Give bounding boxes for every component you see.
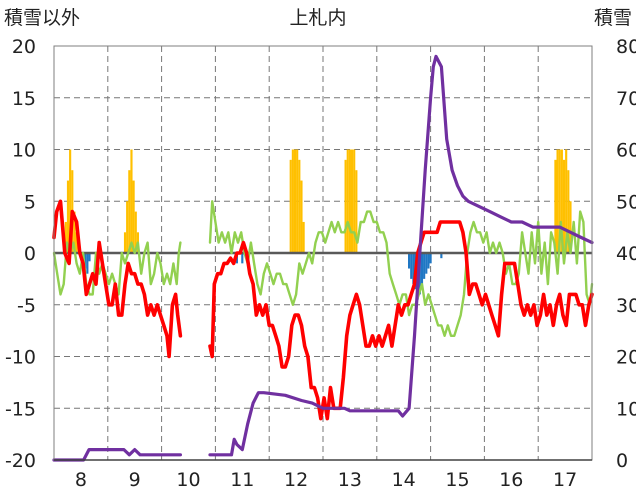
y-tick-label: 20 (12, 36, 36, 58)
red-series-line (52, 199, 183, 359)
negative-bar (410, 253, 413, 279)
x-tick-label: 10 (176, 469, 200, 491)
chart-title: 上札内 (289, 7, 346, 29)
x-tick-label: 9 (129, 469, 141, 491)
y-tick-label: -5 (17, 295, 36, 317)
negative-bar (420, 253, 424, 285)
tick-labels: -20 -15 -10 -5 0 5 10 15 20 0 10 20 30 40 50 60 70 80 8 9 10… (5, 36, 636, 491)
precip-bar (289, 159, 292, 253)
negative-bar (241, 253, 244, 264)
purple-series-line (52, 448, 182, 462)
precip-bar (134, 211, 137, 253)
negative-bar (88, 253, 91, 262)
negative-bar (427, 253, 430, 269)
x-tick-label: 11 (230, 469, 254, 491)
precip-bar (296, 149, 299, 253)
precip-bar (298, 159, 301, 253)
y2-tick-label: 40 (616, 243, 636, 265)
precip-bar (565, 149, 568, 253)
x-tick-label: 16 (499, 469, 523, 491)
precip-bar (126, 201, 129, 253)
right-axis-label: 積雪 (594, 7, 632, 29)
y2-tick-label: 50 (616, 191, 636, 213)
y2-tick-label: 80 (616, 36, 636, 58)
x-tick-label: 17 (553, 469, 577, 491)
y2-tick-label: 60 (616, 140, 636, 162)
y2-tick-label: 10 (616, 398, 636, 420)
precip-bar (567, 170, 570, 253)
precip-bar (350, 149, 354, 253)
precip-bar (562, 159, 566, 253)
precip-bar (130, 149, 133, 253)
y-tick-label: -10 (5, 347, 36, 369)
precip-bar (291, 149, 294, 253)
y2-tick-label: 20 (616, 347, 636, 369)
negative-bar (412, 253, 415, 285)
precip-bar (560, 149, 563, 253)
precip-bar (302, 221, 305, 253)
precip-bar (353, 149, 356, 253)
precip-bar (66, 180, 70, 253)
precip-bar (558, 149, 561, 253)
precip-bar (348, 149, 351, 253)
y2-tick-label: 70 (616, 88, 636, 110)
x-tick-label: 12 (284, 469, 308, 491)
precipitation-bars (64, 149, 572, 300)
negative-bar (440, 253, 443, 259)
y-tick-label: 15 (12, 88, 36, 110)
red-series-line (208, 220, 594, 421)
left-axis-label: 積雪以外 (4, 7, 80, 29)
precip-bar (69, 149, 72, 253)
y2-tick-label: 0 (616, 450, 628, 472)
purple-series-line (208, 54, 594, 457)
y-tick-label: 5 (24, 191, 36, 213)
x-tick-label: 15 (445, 469, 469, 491)
precip-bar (344, 159, 347, 253)
precip-bar (569, 201, 572, 253)
green-series-line (52, 241, 182, 296)
negative-bar (86, 253, 89, 274)
negative-bar (429, 253, 432, 264)
precip-bar (346, 149, 349, 253)
y-tick-label: -15 (5, 398, 36, 420)
negative-bar (423, 253, 426, 279)
plot-frame (53, 45, 593, 461)
precip-bar (556, 149, 559, 253)
x-tick-label: 13 (338, 469, 362, 491)
x-tick-label: 14 (392, 469, 416, 491)
precip-bar (132, 180, 135, 253)
grid-lines (54, 46, 592, 460)
precip-bar (73, 211, 76, 253)
precip-bar (554, 159, 557, 253)
y-tick-label: -20 (5, 450, 36, 472)
negative-bar (425, 253, 428, 274)
precip-bar (300, 180, 303, 253)
green-series-line (208, 200, 594, 337)
precip-bar (123, 232, 127, 253)
precip-bar (128, 170, 131, 253)
negative-bar (84, 253, 87, 269)
y-tick-label: 0 (24, 243, 36, 265)
negative-bar (408, 253, 411, 269)
y2-tick-label: 30 (616, 295, 636, 317)
precip-bar (293, 149, 297, 253)
series-lines (52, 54, 594, 462)
x-tick-label: 8 (75, 469, 87, 491)
y-tick-label: 10 (12, 140, 36, 162)
precip-bar (64, 221, 67, 253)
precip-bar (355, 170, 358, 253)
precip-bar (75, 232, 78, 253)
